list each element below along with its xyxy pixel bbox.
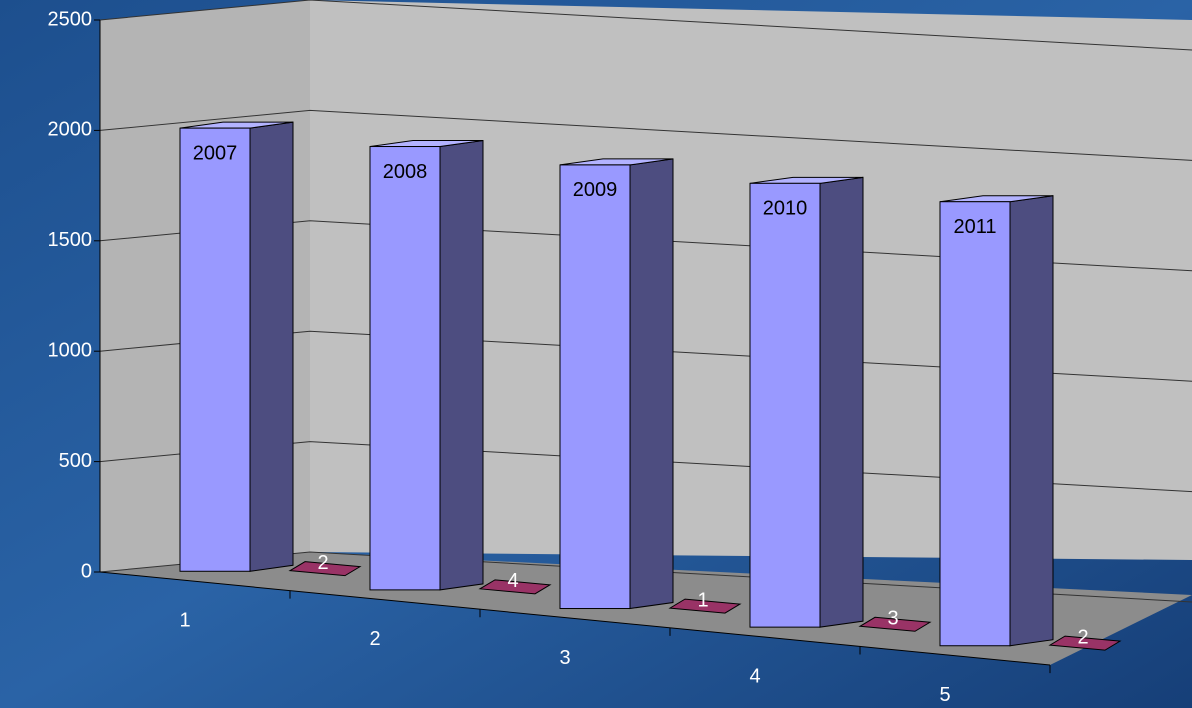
bar bbox=[179, 127, 251, 572]
grid-line bbox=[99, 0, 1192, 51]
data-label: 1 bbox=[697, 589, 708, 611]
x-tick-label: 4 bbox=[749, 665, 760, 687]
data-label: 2007 bbox=[193, 142, 238, 164]
data-label: 3 bbox=[887, 608, 898, 630]
bar bbox=[559, 164, 631, 610]
data-label: 2010 bbox=[763, 198, 808, 220]
data-label: 2 bbox=[317, 552, 328, 574]
bar bbox=[1048, 635, 1122, 651]
bar bbox=[858, 616, 932, 632]
data-label: 2 bbox=[1077, 626, 1088, 648]
y-tick-label: 2000 bbox=[48, 119, 93, 141]
x-tick-label: 3 bbox=[559, 647, 570, 669]
data-label: 2008 bbox=[383, 161, 428, 183]
data-label: 4 bbox=[507, 570, 518, 592]
y-tick-label: 500 bbox=[59, 450, 92, 472]
grid-line bbox=[99, 441, 1192, 493]
bar bbox=[478, 579, 552, 595]
x-tick-label: 1 bbox=[179, 610, 190, 632]
x-tick-label: 2 bbox=[369, 628, 380, 650]
data-label: 2011 bbox=[953, 216, 996, 238]
bar bbox=[668, 598, 742, 614]
grid-line bbox=[99, 220, 1192, 272]
grid-line bbox=[99, 330, 1192, 382]
bar-side bbox=[1009, 195, 1054, 647]
y-tick-label: 2500 bbox=[48, 8, 93, 30]
bar-side bbox=[629, 158, 674, 610]
x-axis bbox=[99, 571, 1051, 666]
y-tick-label: 1500 bbox=[48, 229, 93, 251]
data-label: 2009 bbox=[573, 179, 618, 201]
y-tick-label: 1000 bbox=[48, 339, 93, 361]
y-tick-label: 0 bbox=[81, 560, 92, 582]
bar-side bbox=[439, 139, 484, 591]
bar bbox=[369, 146, 441, 591]
grid-line bbox=[99, 109, 1192, 161]
bar bbox=[749, 182, 821, 628]
bar-side bbox=[249, 121, 294, 572]
bar bbox=[939, 201, 1011, 647]
bar bbox=[288, 561, 362, 577]
grid-line bbox=[99, 551, 1192, 603]
bar-side bbox=[819, 176, 864, 628]
x-tick-label: 5 bbox=[939, 684, 950, 706]
